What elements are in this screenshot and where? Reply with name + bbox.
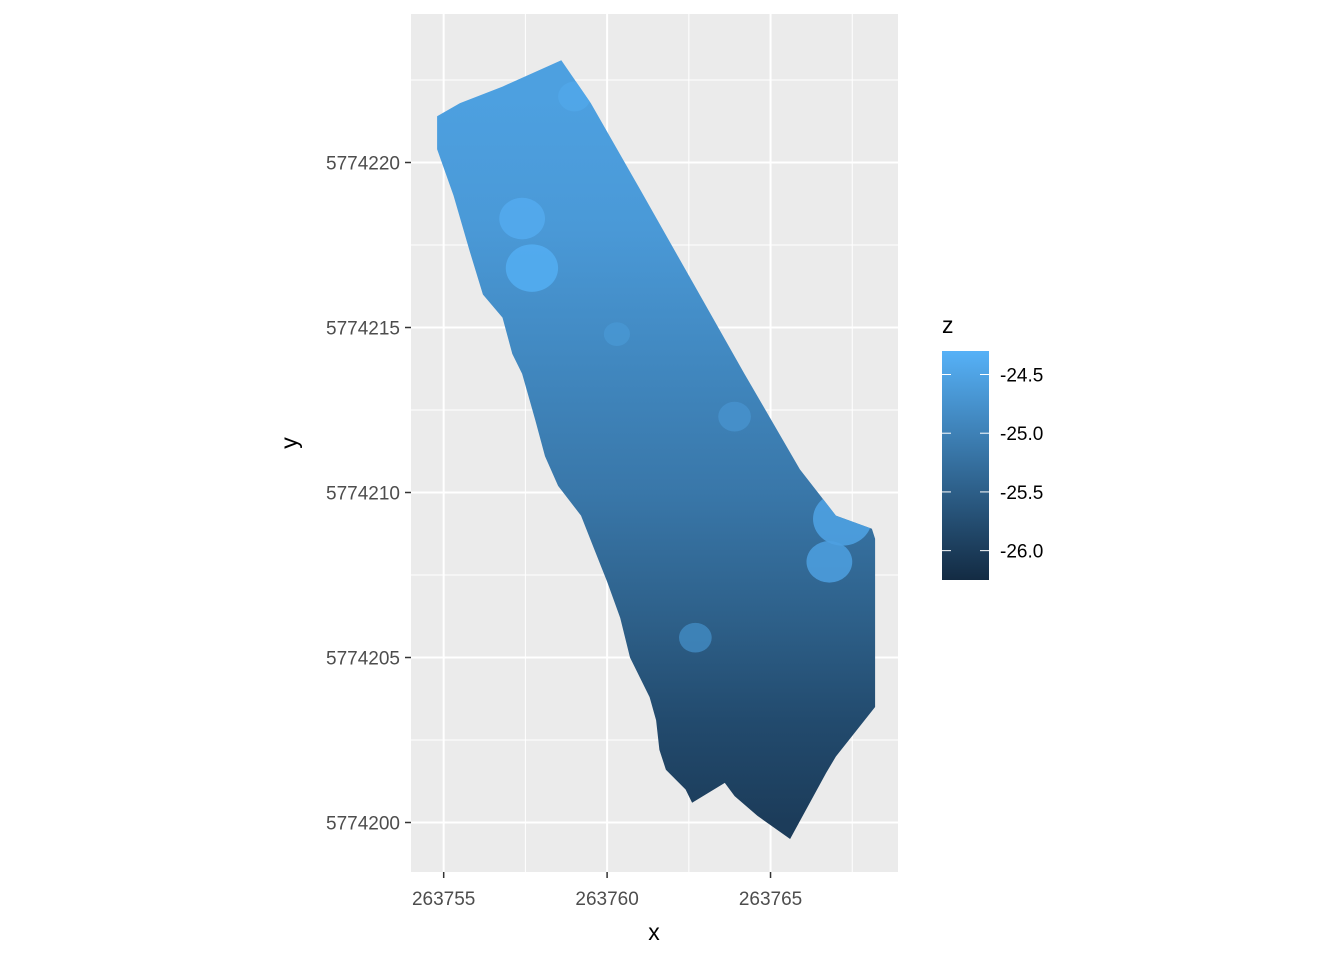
surface-patch (679, 622, 712, 653)
x-tick-label: 263755 (412, 889, 475, 910)
surface-patch (603, 322, 630, 346)
legend-title: z (942, 312, 954, 338)
y-tick-label: 5774210 (326, 484, 400, 505)
legend-ticks: -24.5 -25.0 -25.5 -26.0 (942, 365, 1043, 563)
y-axis-ticks: 5774200 5774205 5774210 5774215 5774220 (326, 154, 411, 835)
legend: z -24.5 -25.0 -25.5 -26.0 (942, 312, 1043, 580)
x-axis-ticks: 263755 263760 263765 (412, 872, 802, 910)
x-axis-title: x (648, 919, 660, 945)
y-axis-title: y (276, 437, 302, 449)
y-tick-label: 5774220 (326, 154, 400, 175)
surface-patch (505, 244, 559, 292)
y-tick-label: 5774215 (326, 319, 400, 340)
surface-patch (806, 541, 853, 583)
x-tick-label: 263765 (739, 889, 802, 910)
surface-patch (718, 401, 751, 432)
y-tick-label: 5774205 (326, 649, 400, 670)
legend-break-label: -25.0 (1000, 424, 1043, 445)
y-tick-label: 5774200 (326, 814, 400, 835)
x-tick-label: 263760 (575, 889, 638, 910)
legend-break-label: -26.0 (1000, 542, 1043, 563)
legend-colorbar (942, 351, 989, 580)
legend-break-label: -24.5 (1000, 365, 1043, 386)
legend-break-label: -25.5 (1000, 483, 1043, 504)
surface-patch (499, 197, 546, 240)
